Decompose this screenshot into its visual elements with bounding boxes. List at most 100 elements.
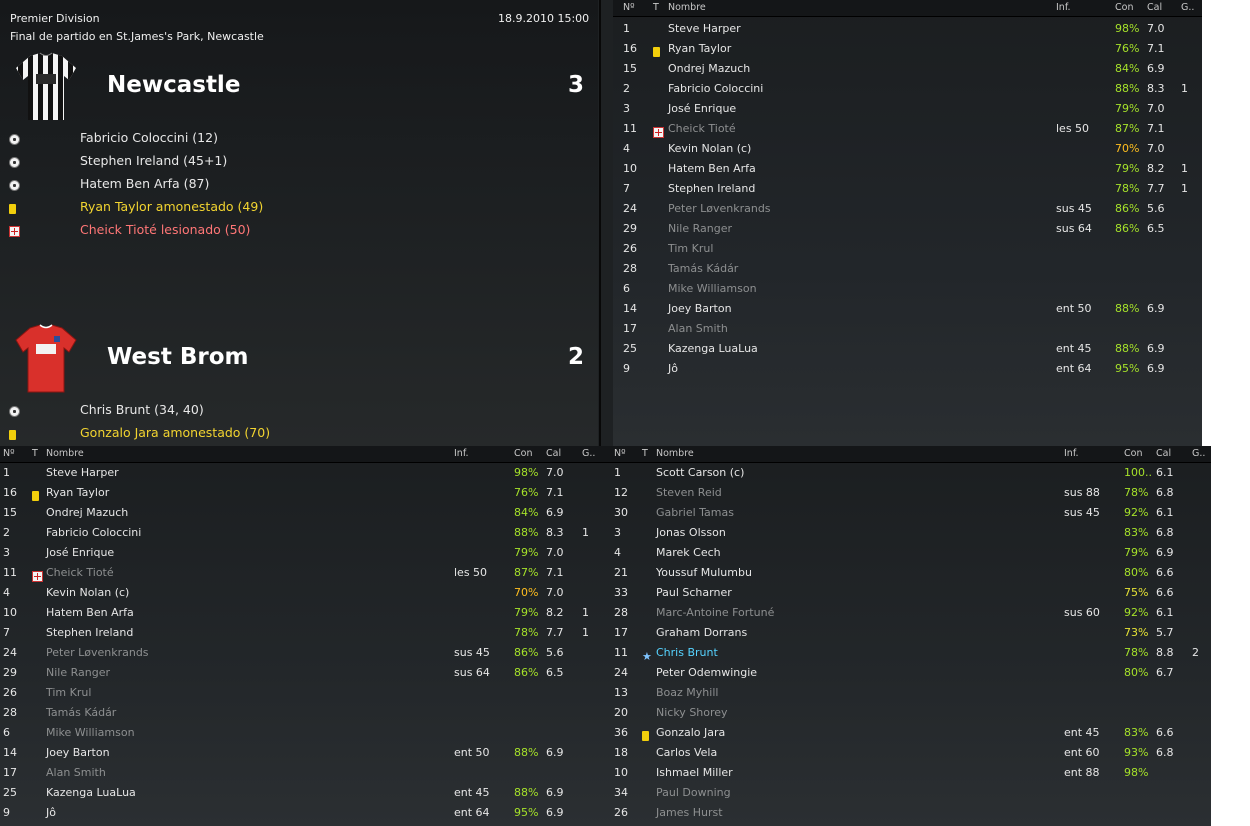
- away-player-row[interactable]: 1 Scott Carson (c) 100.. 6.1: [608, 462, 1211, 482]
- player-name[interactable]: Nile Ranger: [668, 222, 732, 235]
- player-name[interactable]: Paul Downing: [656, 786, 731, 799]
- home-player-row[interactable]: 28 Tamás Kádár: [0, 702, 608, 722]
- player-name[interactable]: Jô: [46, 806, 56, 819]
- player-name[interactable]: Marc-Antoine Fortuné: [656, 606, 775, 619]
- player-name[interactable]: Youssuf Mulumbu: [656, 566, 752, 579]
- player-name[interactable]: Ryan Taylor: [668, 42, 732, 55]
- player-name[interactable]: Cheick Tioté: [668, 122, 736, 135]
- player-name[interactable]: Gonzalo Jara: [656, 726, 726, 739]
- away-player-row[interactable]: 24 Peter Odemwingie 80% 6.7: [608, 662, 1211, 682]
- player-name[interactable]: James Hurst: [656, 806, 723, 819]
- away-player-row[interactable]: 13 Boaz Myhill: [608, 682, 1211, 702]
- home-player-row[interactable]: 15 Ondrej Mazuch 84% 6.9: [613, 58, 1202, 78]
- column-header-name[interactable]: Nombre: [46, 448, 84, 459]
- column-header-t[interactable]: T: [642, 448, 648, 459]
- column-header-num[interactable]: Nº: [3, 448, 15, 459]
- player-name[interactable]: Chris Brunt: [656, 646, 718, 659]
- home-player-row[interactable]: 10 Hatem Ben Arfa 79% 8.2 1: [0, 602, 608, 622]
- home-player-row[interactable]: 14 Joey Barton ent 50 88% 6.9: [613, 298, 1202, 318]
- player-name[interactable]: Mike Williamson: [46, 726, 135, 739]
- player-name[interactable]: Gabriel Tamas: [656, 506, 734, 519]
- player-name[interactable]: Kevin Nolan (c): [668, 142, 752, 155]
- player-name[interactable]: Jô: [668, 362, 678, 375]
- player-name[interactable]: Tamás Kádár: [668, 262, 739, 275]
- column-header-name[interactable]: Nombre: [656, 448, 694, 459]
- player-name[interactable]: Stephen Ireland: [668, 182, 756, 195]
- column-header-g[interactable]: G..: [1192, 448, 1206, 459]
- home-player-row[interactable]: 2 Fabricio Coloccini 88% 8.3 1: [613, 78, 1202, 98]
- player-name[interactable]: Tamás Kádár: [46, 706, 117, 719]
- home-player-row[interactable]: 6 Mike Williamson: [613, 278, 1202, 298]
- away-player-row[interactable]: 21 Youssuf Mulumbu 80% 6.6: [608, 562, 1211, 582]
- home-player-row[interactable]: 11 Cheick Tioté les 50 87% 7.1: [613, 118, 1202, 138]
- home-player-row[interactable]: 3 José Enrique 79% 7.0: [613, 98, 1202, 118]
- home-player-row[interactable]: 26 Tim Krul: [0, 682, 608, 702]
- away-player-row[interactable]: 3 Jonas Olsson 83% 6.8: [608, 522, 1211, 542]
- player-name[interactable]: Stephen Ireland: [46, 626, 134, 639]
- column-header-name[interactable]: Nombre: [668, 2, 706, 13]
- player-name[interactable]: Marek Cech: [656, 546, 721, 559]
- away-player-row[interactable]: 18 Carlos Vela ent 60 93% 6.8: [608, 742, 1211, 762]
- player-name[interactable]: Joey Barton: [46, 746, 110, 759]
- player-name[interactable]: Ondrej Mazuch: [46, 506, 129, 519]
- player-name[interactable]: Fabricio Coloccini: [668, 82, 764, 95]
- column-header-cal[interactable]: Cal: [1147, 2, 1163, 13]
- column-header-g[interactable]: G..: [582, 448, 596, 459]
- player-name[interactable]: Boaz Myhill: [656, 686, 719, 699]
- player-name[interactable]: Hatem Ben Arfa: [46, 606, 134, 619]
- player-name[interactable]: Hatem Ben Arfa: [668, 162, 756, 175]
- column-header-con[interactable]: Con: [1124, 448, 1143, 459]
- away-player-row[interactable]: 34 Paul Downing: [608, 782, 1211, 802]
- player-name[interactable]: Steven Reid: [656, 486, 722, 499]
- home-player-row[interactable]: 15 Ondrej Mazuch 84% 6.9: [0, 502, 608, 522]
- home-player-row[interactable]: 29 Nile Ranger sus 64 86% 6.5: [613, 218, 1202, 238]
- home-player-row[interactable]: 9 Jô ent 64 95% 6.9: [0, 802, 608, 822]
- home-player-row[interactable]: 17 Alan Smith: [613, 318, 1202, 338]
- home-player-row[interactable]: 6 Mike Williamson: [0, 722, 608, 742]
- home-player-row[interactable]: 7 Stephen Ireland 78% 7.7 1: [613, 178, 1202, 198]
- player-name[interactable]: Fabricio Coloccini: [46, 526, 142, 539]
- home-player-row[interactable]: 24 Peter Løvenkrands sus 45 86% 5.6: [613, 198, 1202, 218]
- player-name[interactable]: Steve Harper: [668, 22, 741, 35]
- player-name[interactable]: Graham Dorrans: [656, 626, 748, 639]
- home-player-row[interactable]: 25 Kazenga LuaLua ent 45 88% 6.9: [613, 338, 1202, 358]
- player-name[interactable]: Steve Harper: [46, 466, 119, 479]
- home-player-row[interactable]: 4 Kevin Nolan (c) 70% 7.0: [0, 582, 608, 602]
- column-header-num[interactable]: Nº: [623, 2, 635, 13]
- column-header-inf[interactable]: Inf.: [1056, 2, 1071, 13]
- player-name[interactable]: Nile Ranger: [46, 666, 110, 679]
- player-name[interactable]: Ondrej Mazuch: [668, 62, 751, 75]
- player-name[interactable]: Kazenga LuaLua: [46, 786, 136, 799]
- player-name[interactable]: Tim Krul: [46, 686, 92, 699]
- away-player-row[interactable]: 17 Graham Dorrans 73% 5.7: [608, 622, 1211, 642]
- player-name[interactable]: Alan Smith: [668, 322, 728, 335]
- home-player-row[interactable]: 17 Alan Smith: [0, 762, 608, 782]
- away-player-row[interactable]: 28 Marc-Antoine Fortuné sus 60 92% 6.1: [608, 602, 1211, 622]
- player-name[interactable]: Joey Barton: [668, 302, 732, 315]
- home-player-row[interactable]: 29 Nile Ranger sus 64 86% 6.5: [0, 662, 608, 682]
- player-name[interactable]: Peter Løvenkrands: [46, 646, 149, 659]
- away-player-row[interactable]: 33 Paul Scharner 75% 6.6: [608, 582, 1211, 602]
- home-player-row[interactable]: 14 Joey Barton ent 50 88% 6.9: [0, 742, 608, 762]
- away-player-row[interactable]: 11 Chris Brunt 78% 8.8 2 ★: [608, 642, 1211, 662]
- away-player-row[interactable]: 10 Ishmael Miller ent 88 98%: [608, 762, 1211, 782]
- home-player-row[interactable]: 24 Peter Løvenkrands sus 45 86% 5.6: [0, 642, 608, 662]
- player-name[interactable]: Peter Løvenkrands: [668, 202, 771, 215]
- column-header-t[interactable]: T: [32, 448, 38, 459]
- home-player-row[interactable]: 25 Kazenga LuaLua ent 45 88% 6.9: [0, 782, 608, 802]
- player-name[interactable]: Peter Odemwingie: [656, 666, 758, 679]
- player-name[interactable]: José Enrique: [46, 546, 115, 559]
- column-header-num[interactable]: Nº: [614, 448, 626, 459]
- away-player-row[interactable]: 4 Marek Cech 79% 6.9: [608, 542, 1211, 562]
- home-player-row[interactable]: 11 Cheick Tioté les 50 87% 7.1: [0, 562, 608, 582]
- home-player-row[interactable]: 16 Ryan Taylor 76% 7.1: [613, 38, 1202, 58]
- player-name[interactable]: Ishmael Miller: [656, 766, 733, 779]
- away-player-row[interactable]: 20 Nicky Shorey: [608, 702, 1211, 722]
- player-name[interactable]: José Enrique: [668, 102, 737, 115]
- home-player-row[interactable]: 1 Steve Harper 98% 7.0: [613, 18, 1202, 38]
- home-player-row[interactable]: 9 Jô ent 64 95% 6.9: [613, 358, 1202, 378]
- home-player-row[interactable]: 28 Tamás Kádár: [613, 258, 1202, 278]
- player-name[interactable]: Scott Carson (c): [656, 466, 745, 479]
- column-header-con[interactable]: Con: [1115, 2, 1134, 13]
- player-name[interactable]: Kevin Nolan (c): [46, 586, 130, 599]
